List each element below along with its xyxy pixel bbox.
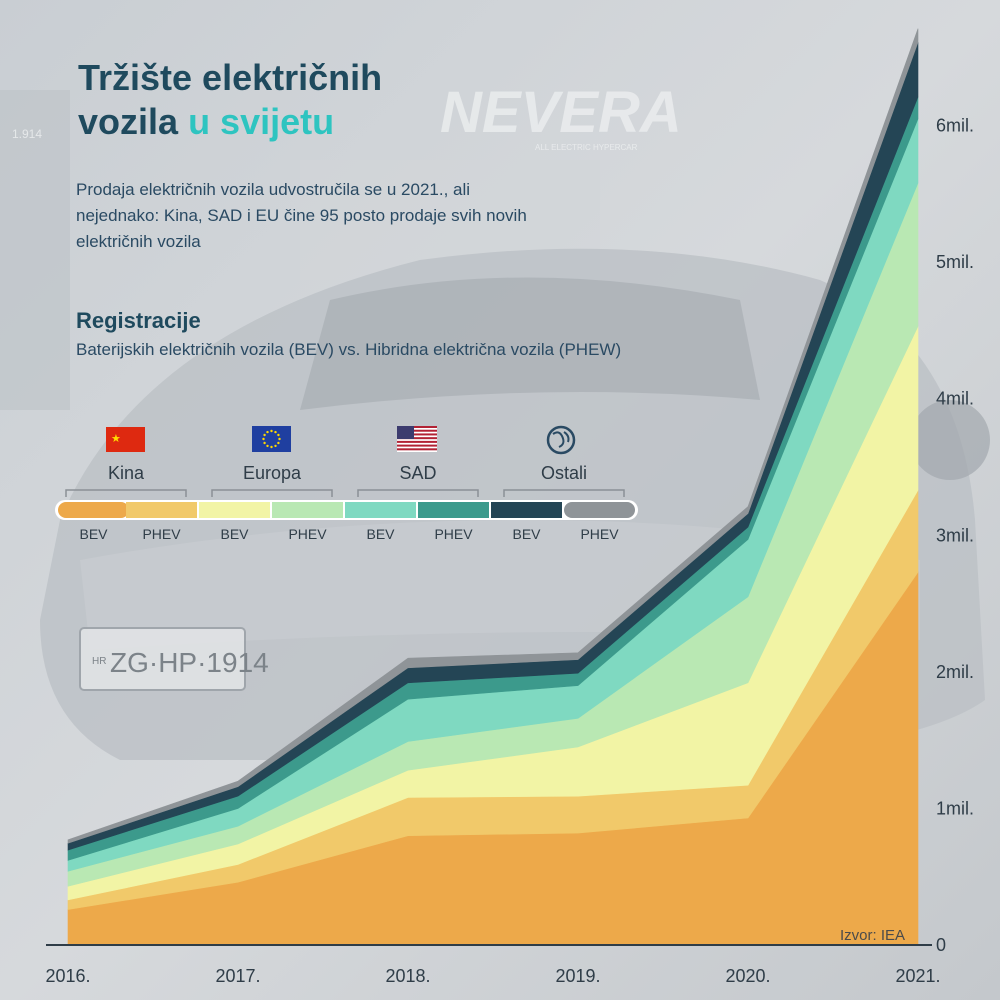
eu-flag-star (274, 444, 277, 448)
eu-flag-star (262, 437, 265, 441)
background-logo-tagline: ALL ELECTRIC HYPERCAR (535, 143, 638, 152)
legend-swatch-4 (272, 502, 343, 518)
y-tick-label: 0 (936, 935, 946, 955)
legend-type-label: PHEV (142, 526, 181, 542)
x-tick-label: 2016. (45, 966, 90, 986)
legend-swatch-5 (345, 502, 416, 518)
legend-swatch-1 (58, 502, 129, 518)
background-logo: NEVERA (440, 80, 682, 145)
legend-swatch-2 (126, 502, 197, 518)
china-flag-star: ★ (111, 433, 121, 445)
eu-flag-star (263, 441, 266, 445)
eu-flag-star (278, 437, 281, 441)
y-tick-label: 1mil. (936, 798, 974, 818)
background-panel-number: 1.914 (12, 127, 42, 141)
chart-title-line1: Tržište električnih (78, 57, 383, 98)
legend-bracket (211, 489, 333, 497)
y-tick-label: 2mil. (936, 662, 974, 682)
chart-title-line2: vozila (78, 101, 179, 142)
area-series-8 (67, 28, 919, 844)
y-tick-label: 5mil. (936, 252, 974, 272)
plate-country: HR (92, 656, 106, 667)
usa-flag-stripe (397, 429, 437, 432)
eu-flag-star (274, 430, 277, 434)
x-tick-label: 2017. (215, 966, 260, 986)
source-note: Izvor: IEA (840, 927, 906, 944)
y-tick-label: 4mil. (936, 389, 974, 409)
usa-flag-canton (397, 426, 414, 439)
legend-type-label: BEV (220, 526, 249, 542)
eu-flag-star (277, 441, 280, 445)
eu-flag-star (270, 429, 273, 433)
legend-bracket (503, 489, 625, 497)
chart-subtitle: Prodaja električnih vozila udvostručila … (76, 180, 527, 251)
legend-swatch-8 (564, 502, 635, 518)
legend-type-label: BEV (79, 526, 108, 542)
legend-swatch-7 (491, 502, 562, 518)
section-title: Registracije (76, 308, 201, 333)
usa-flag-stripe (397, 444, 437, 447)
usa-flag-stripe (397, 448, 437, 451)
china-flag-icon (106, 427, 145, 452)
legend-region-label: Ostali (541, 463, 587, 483)
legend-region-label: SAD (399, 463, 436, 483)
legend-bracket (65, 489, 187, 497)
usa-flag-stripe (397, 433, 437, 436)
y-tick-label: 3mil. (936, 525, 974, 545)
eu-flag-star (277, 433, 280, 437)
legend-region-label: Kina (108, 463, 145, 483)
legend-type-label: PHEV (288, 526, 327, 542)
legend-type-label: BEV (512, 526, 541, 542)
legend-type-label: PHEV (580, 526, 619, 542)
usa-flag-stripe (397, 426, 437, 428)
chart-title-accent: u svijetu (188, 101, 335, 142)
legend-type-label: PHEV (434, 526, 473, 542)
x-tick-label: 2021. (895, 966, 940, 986)
x-tick-label: 2020. (725, 966, 770, 986)
eu-flag-star (263, 433, 266, 437)
x-tick-label: 2019. (555, 966, 600, 986)
x-tick-label: 2018. (385, 966, 430, 986)
usa-flag-stripe (397, 437, 437, 440)
eu-flag-star (266, 430, 269, 434)
usa-flag-stripe (397, 440, 437, 443)
globe-icon-continents (552, 431, 570, 448)
legend-bracket (357, 489, 479, 497)
legend-type-label: BEV (366, 526, 395, 542)
section-subtitle: Baterijskih električnih vozila (BEV) vs.… (76, 340, 622, 359)
legend-swatch-3 (199, 502, 270, 518)
y-tick-label: 6mil. (936, 116, 974, 136)
eu-flag-star (266, 444, 269, 448)
license-plate-text: ZG·HP·1914 (110, 647, 269, 678)
globe-icon (546, 425, 576, 455)
chart-title: Tržište električnih vozila u svijetu (78, 56, 382, 144)
legend-swatch-6 (418, 502, 489, 518)
eu-flag-star (270, 445, 273, 449)
legend-region-label: Europa (243, 463, 302, 483)
